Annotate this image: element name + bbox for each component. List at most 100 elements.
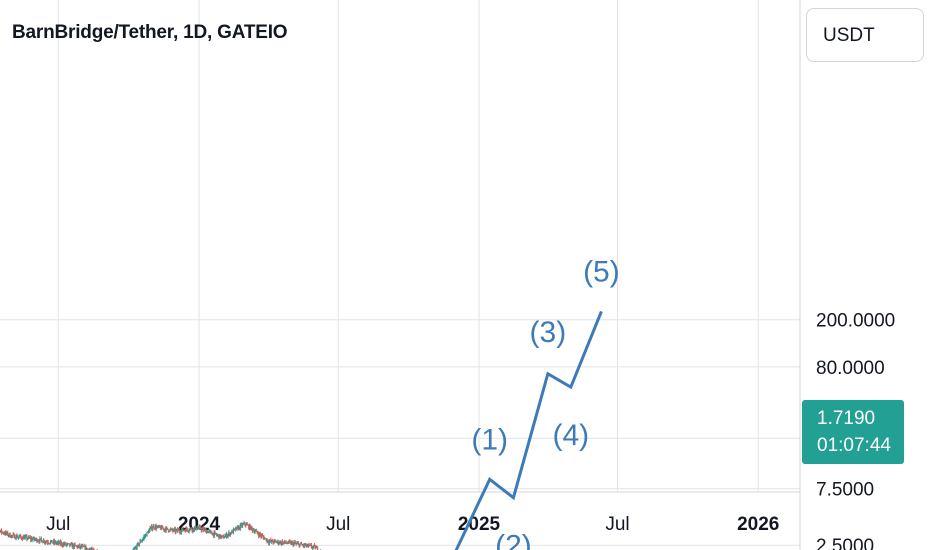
candle-body [4,533,6,535]
candle-body [167,529,169,532]
candle-body [203,529,205,531]
candle-body [145,534,147,537]
candle-body [294,542,296,544]
candle-body [83,546,85,548]
candle-body [212,533,215,536]
candle-body [291,542,293,544]
candle-body [173,529,175,531]
candle-body [218,534,220,539]
candle-body [85,546,87,550]
candle-body [221,535,223,537]
candle-body [257,532,259,534]
candle-body [160,526,163,530]
candle-body [45,541,47,543]
candle-body [10,535,13,538]
candle-body [228,532,230,535]
candle-body [212,533,214,535]
candle-body [235,527,238,531]
candle-body [58,541,60,544]
candle-body [251,526,253,529]
candle-body [199,526,201,528]
candle-body [81,545,83,548]
candle-body [152,525,154,528]
candle-body [169,529,171,532]
candle-body [175,529,177,533]
candle-body [288,541,290,543]
candle-body [206,530,208,533]
candle-body [144,536,146,538]
candle-body [157,525,160,527]
candle-body [269,539,271,542]
x-tick-label: Jul [326,514,350,535]
candle-body [164,529,166,532]
candle-body [184,530,186,532]
candle-body [243,522,245,524]
candle-body [33,537,36,540]
candle-body [141,540,143,542]
candle-body [158,525,160,527]
candle-body [163,529,166,531]
candle-body [238,526,240,530]
candle-body [1,532,3,534]
candle-body [286,543,288,545]
candle-body [207,531,209,533]
candle-body [138,543,140,546]
candle-body [274,540,277,542]
candle-body [177,529,179,531]
candle-body [202,528,204,530]
candle-body [200,529,202,531]
candle-body [48,543,50,545]
candle-body [281,541,283,544]
candle-body [139,540,141,544]
candle-body [185,528,187,532]
currency-label: USDT [823,25,875,46]
currency-selector[interactable]: USDT [806,8,924,62]
candle-body [10,537,12,539]
candle-body [303,544,305,546]
candle-body [13,534,15,536]
candle-body [43,540,46,543]
candle-body [6,532,8,534]
candle-body [56,542,58,544]
candle-body [255,530,257,532]
candle-body [156,526,158,529]
candle-body [11,535,13,537]
candle-body [176,529,179,531]
candle-body [54,541,56,543]
candle-body [307,545,309,547]
candle-body [73,544,75,548]
candle-body [183,530,185,532]
candle-body [239,524,241,529]
candle-body [155,525,157,529]
candle-body [70,543,72,545]
candle-body [284,540,286,543]
candle-body [180,529,183,533]
candle-body [302,544,304,546]
candle-body [231,530,233,534]
candle-body [142,538,144,540]
candle-body [305,543,307,546]
candle-body [36,541,39,543]
candle-body [19,535,21,537]
candle-body [205,529,207,533]
candle-body [14,538,16,540]
candle-body [215,534,218,536]
candle-body [191,529,193,531]
candle-body [172,530,174,532]
candle-body [51,540,53,543]
candle-body [0,531,1,533]
candle-body [201,528,203,531]
candle-body [277,540,280,544]
candle-body [84,546,86,550]
candle-body [266,539,268,542]
candle-body [36,538,38,542]
candle-body [41,540,43,543]
candle-body [196,529,198,531]
candle-body [256,530,258,533]
candle-body [189,528,191,531]
candle-body [275,541,277,543]
y-tick-label: 200.0000 [816,311,895,332]
candle-body [77,546,79,548]
candle-body [65,542,67,545]
